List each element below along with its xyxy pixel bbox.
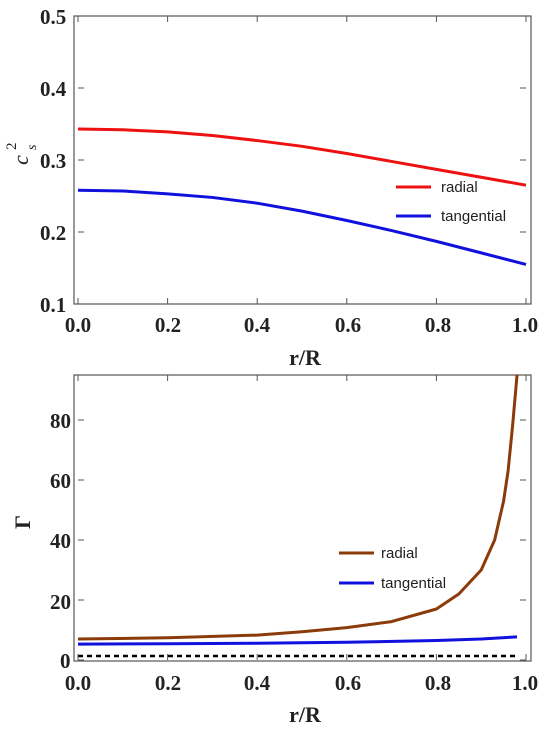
top-y-axis-title-sup: 2: [4, 143, 20, 151]
top-xtick-label: 1.0: [512, 313, 538, 337]
top-x-axis-title: r/R: [289, 345, 322, 370]
top-ytick-label: 0.1: [40, 293, 66, 317]
top-ytick-label: 0.3: [40, 149, 66, 173]
bottom-xtick-label: 0.0: [65, 671, 91, 695]
top-xtick-label: 0.8: [425, 313, 451, 337]
bottom-x-axis-title: r/R: [289, 702, 322, 727]
top-ticks-group: [77, 15, 527, 305]
bottom-legend-label-tangential: tangential: [381, 575, 446, 592]
bottom-series-group: [77, 374, 519, 658]
top-y-axis-title-base: c: [8, 155, 33, 165]
bottom-ticks-group: [77, 375, 527, 661]
bottom-series-tangential: [77, 635, 518, 646]
top-y-axis-title: c 2 s: [4, 143, 40, 165]
top-legend-label-tangential: tangential: [441, 208, 506, 225]
top-xtick-label: 0.6: [335, 313, 361, 337]
bottom-ytick-label: 60: [50, 469, 71, 493]
bottom-ytick-label: 80: [50, 409, 71, 433]
bottom-chart: 80 60 40 20 0 0.0 0.2 0.4 0.6 0.8 1.0 r/…: [10, 374, 538, 727]
bottom-xtick-label: 0.4: [244, 671, 271, 695]
bottom-legend-label-radial: radial: [381, 545, 418, 562]
top-xtick-label: 0.0: [65, 313, 91, 337]
top-ytick-label: 0.2: [40, 221, 66, 245]
bottom-series-radial: [77, 374, 519, 641]
top-chart: 0.5 0.4 0.3 0.2 0.1 0.0 0.2 0.4 0.6 0.8 …: [4, 5, 538, 370]
bottom-xtick-label: 1.0: [512, 671, 538, 695]
top-series-tangential: [77, 188, 527, 266]
top-series-radial: [77, 127, 527, 187]
top-xtick-label: 0.2: [155, 313, 181, 337]
top-legend-label-radial: radial: [441, 179, 478, 196]
bottom-ytick-label: 40: [50, 529, 71, 553]
bottom-xtick-label: 0.2: [155, 671, 181, 695]
bottom-xtick-label: 0.6: [335, 671, 361, 695]
top-ytick-label: 0.4: [40, 77, 67, 101]
top-y-axis-title-sub: s: [25, 144, 40, 150]
bottom-plot-frame: [73, 374, 532, 662]
bottom-ytick-label: 20: [50, 590, 71, 614]
bottom-ytick-label: 0: [60, 649, 71, 673]
top-xtick-label: 0.4: [244, 313, 271, 337]
top-series-group: [77, 127, 527, 266]
bottom-xtick-label: 0.8: [425, 671, 451, 695]
bottom-y-axis-title: Γ: [10, 515, 35, 529]
top-plot-frame: [73, 15, 532, 305]
top-ytick-label: 0.5: [40, 5, 66, 29]
